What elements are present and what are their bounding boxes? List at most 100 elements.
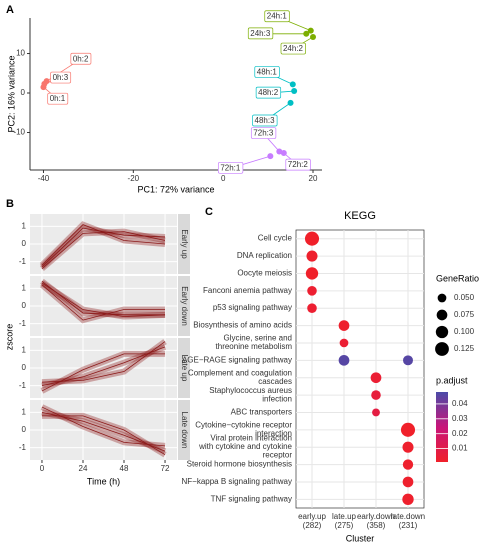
colorbar-label: 0.01 <box>452 444 468 453</box>
point-label-text: 48h:2 <box>258 88 279 97</box>
point-label-box <box>254 66 280 78</box>
point <box>289 81 296 88</box>
point <box>41 80 48 87</box>
profile-line-core <box>41 280 166 316</box>
dot <box>402 476 414 488</box>
y-tick-label: -1 <box>19 381 27 390</box>
y-tick-label: -10 <box>13 128 25 137</box>
dot <box>304 231 320 246</box>
point-label: 48h:3 <box>252 114 278 127</box>
facet-label: Late up <box>180 355 189 382</box>
x-tick-label: 24 <box>79 464 88 473</box>
facet-strip <box>178 276 190 336</box>
point-label: 0h:1 <box>47 92 69 105</box>
dot <box>370 372 382 384</box>
point-label: 24h:3 <box>247 27 274 40</box>
point-label: 72h:2 <box>285 158 311 171</box>
point-label-box <box>250 127 277 139</box>
color-legend-title: p.adjust <box>436 375 468 385</box>
x-tick-label: late.down <box>391 512 425 521</box>
colorbar-label: 0.03 <box>452 414 468 423</box>
dot <box>402 441 414 453</box>
size-legend-dot <box>435 342 449 356</box>
dot <box>305 267 319 280</box>
y-tick-label: 1 <box>22 283 27 292</box>
dot <box>307 303 317 313</box>
y-tick-label: 0 <box>22 239 27 248</box>
point-label-text: 72h:3 <box>253 129 274 138</box>
facet-label: Early up <box>180 229 189 259</box>
colorbar <box>436 392 448 462</box>
facet-label: Early down <box>180 286 189 326</box>
x-tick-label: 48 <box>120 464 129 473</box>
point-label: 24h:1 <box>264 10 290 23</box>
colorbar-label: 0.04 <box>452 399 468 408</box>
panel-letter: B <box>6 198 14 210</box>
point-label-text: 24h:2 <box>283 44 304 53</box>
facet-strip <box>178 400 190 460</box>
x-tick-count: (275) <box>335 521 354 530</box>
y-tick-label: 1 <box>22 407 27 416</box>
point-label-box <box>280 42 306 55</box>
x-tick-label: 20 <box>309 174 318 183</box>
point-label-text: 0h:1 <box>50 94 66 103</box>
point <box>310 33 317 40</box>
point-label: 24h:2 <box>280 42 306 55</box>
size-legend-label: 0.075 <box>454 310 475 319</box>
facet-strip <box>178 214 190 274</box>
y-tick-label: ABC transporters <box>231 408 292 417</box>
x-tick-label: 0 <box>221 174 226 183</box>
point-label-box <box>252 114 278 127</box>
y-tick-label: NF−kappa B signaling pathway <box>181 477 292 486</box>
point <box>303 30 310 37</box>
dot <box>372 408 380 417</box>
y-tick-label: Viral protein interaction with cytokine a… <box>198 434 292 460</box>
dot <box>371 390 381 400</box>
y-tick-label: Oocyte meiosis <box>237 269 292 278</box>
dot <box>402 493 414 505</box>
y-tick-label: Cell cycle <box>258 234 293 243</box>
profile-line-core <box>41 341 166 383</box>
point-label: 48h:2 <box>255 86 282 99</box>
x-tick-label: late.up <box>332 512 357 521</box>
point-label: 72h:1 <box>217 161 244 174</box>
y-tick-label: Staphylococcus aureus infection <box>209 386 292 404</box>
point-label-box <box>285 158 311 171</box>
point-label-text: 72h:1 <box>220 163 241 172</box>
point-label: 72h:3 <box>250 127 277 139</box>
x-tick-label: early.up <box>298 512 326 521</box>
size-legend-dot <box>436 309 448 321</box>
dot <box>402 459 414 470</box>
point-label-box <box>264 10 290 23</box>
point-label-box <box>50 71 72 84</box>
y-tick-label: Fanconi anemia pathway <box>203 286 292 295</box>
x-tick-label: -20 <box>128 174 140 183</box>
x-tick-count: (282) <box>303 521 322 530</box>
profile-line-core <box>41 282 166 317</box>
point-label: 48h:1 <box>254 66 280 78</box>
x-tick-label: early.down <box>357 512 395 521</box>
x-tick-label: 0 <box>40 464 45 473</box>
point-label-text: 24h:3 <box>250 29 271 38</box>
point-label-box <box>70 52 92 65</box>
y-tick-label: 1 <box>22 345 27 354</box>
point-label: 0h:2 <box>70 52 92 65</box>
y-tick-label: DNA replication <box>237 251 292 260</box>
panel-letter: C <box>205 206 213 218</box>
panel-letter: A <box>6 4 14 16</box>
y-axis-label: PC2: 16% variance <box>6 55 16 132</box>
y-tick-label: 0 <box>22 301 27 310</box>
chart-title: KEGG <box>344 210 376 222</box>
y-tick-label: 0 <box>22 425 27 434</box>
y-tick-label: Cytokine−cytokine receptor interaction <box>195 421 292 439</box>
profile-line-core <box>41 284 166 321</box>
x-axis-label: Time (h) <box>87 476 120 486</box>
y-tick-label: AGE−RAGE signaling pathway <box>182 355 292 364</box>
x-axis-label: PC1: 72% variance <box>137 184 214 194</box>
dot <box>338 320 350 331</box>
point <box>287 99 294 106</box>
profile-line-core <box>41 415 166 456</box>
y-tick-label: 0 <box>22 363 27 372</box>
point <box>307 27 314 34</box>
point-label-box <box>255 86 282 99</box>
